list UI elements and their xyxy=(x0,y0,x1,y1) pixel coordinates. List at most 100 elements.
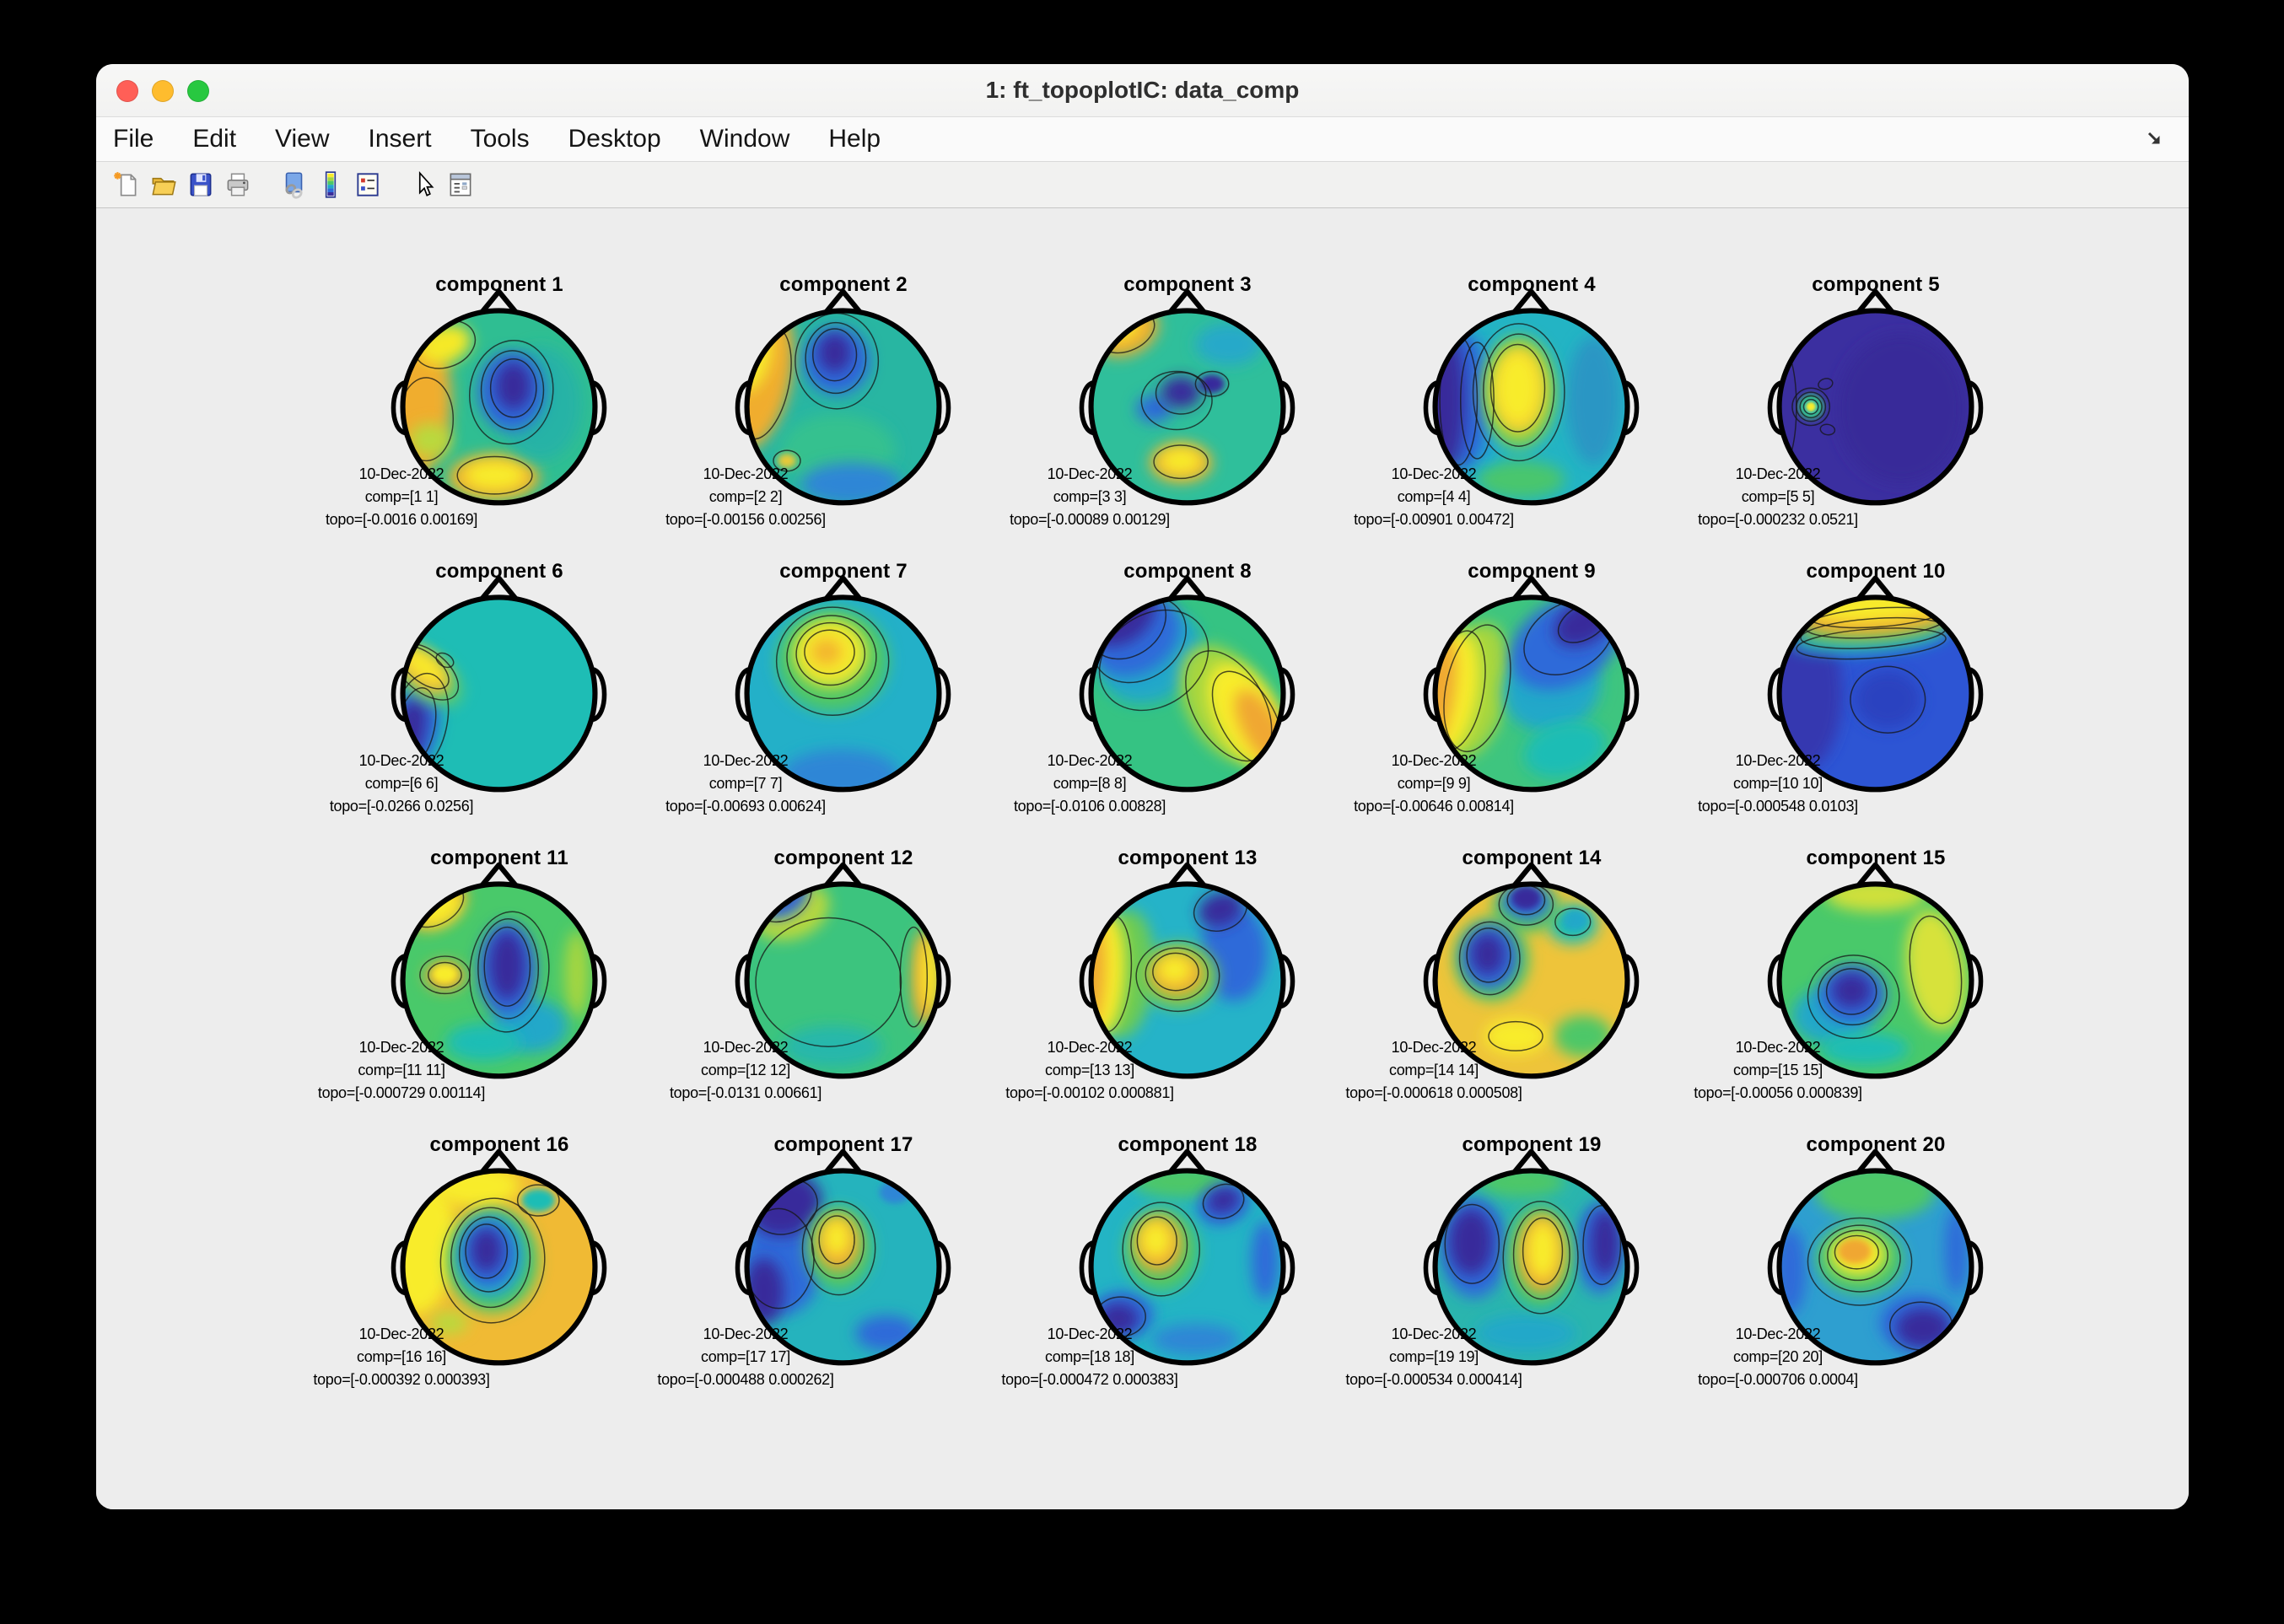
component-cell: component 16 10-Dec-2022 comp=[16 16] topo=… xyxy=(313,1124,671,1411)
annotation-date: 10-Dec-2022 xyxy=(1047,1039,1133,1056)
annotation-date: 10-Dec-2022 xyxy=(358,465,444,482)
title-bar[interactable]: 1: ft_topoplotIC: data_comp xyxy=(96,64,2189,117)
topoplot-head xyxy=(1079,288,1296,506)
annotation-date: 10-Dec-2022 xyxy=(1391,465,1477,482)
component-cell: component 17 10-Dec-2022 comp=[17 17] topo=… xyxy=(657,1124,1015,1411)
matlab-figure-window: 1: ft_topoplotIC: data_comp File Edit View… xyxy=(96,64,2189,1509)
component-annotation: 10-Dec-2022 comp=[4 4] topo=[-0.00901 0.00… xyxy=(1265,463,1603,531)
plot-browser-icon[interactable] xyxy=(442,166,479,203)
annotation-date: 10-Dec-2022 xyxy=(358,1039,444,1056)
topoplot-head xyxy=(391,288,607,506)
component-cell: component 6 10-Dec-2022 comp=[6 6] topo=[-0… xyxy=(327,551,671,837)
annotation-date: 10-Dec-2022 xyxy=(358,752,444,769)
annotation-date: 10-Dec-2022 xyxy=(1391,1039,1477,1056)
annotation-date: 10-Dec-2022 xyxy=(703,1326,789,1342)
annotation-date: 10-Dec-2022 xyxy=(1047,465,1133,482)
topoplot-head xyxy=(735,575,951,793)
component-cell: component 4 10-Dec-2022 comp=[4 4] topo=[-0… xyxy=(1354,264,1704,551)
annotation-comp: comp=[15 15] xyxy=(1733,1062,1823,1078)
annotation-topo: topo=[-0.000392 0.000393] xyxy=(313,1371,490,1388)
annotation-topo: topo=[-0.00646 0.00814] xyxy=(1354,798,1514,815)
dock-figure-icon[interactable] xyxy=(2145,129,2167,151)
new-figure-icon[interactable] xyxy=(108,166,145,203)
annotation-topo: topo=[-0.000488 0.000262] xyxy=(657,1371,834,1388)
annotation-topo: topo=[-0.0266 0.0256] xyxy=(329,798,474,815)
annotation-date: 10-Dec-2022 xyxy=(1735,752,1821,769)
annotation-topo: topo=[-0.00156 0.00256] xyxy=(665,511,826,528)
menu-bar: File Edit View Insert Tools Desktop Window Help xyxy=(96,117,2189,162)
component-annotation: 10-Dec-2022 comp=[3 3] topo=[-0.00089 0.00… xyxy=(921,463,1258,531)
annotation-topo: topo=[-0.0016 0.00169] xyxy=(325,511,478,528)
annotation-date: 10-Dec-2022 xyxy=(1735,465,1821,482)
topoplot-head xyxy=(391,1148,607,1366)
component-cell: component 20 10-Dec-2022 comp=[20 20] topo=… xyxy=(1698,1124,2048,1411)
annotation-topo: topo=[-0.00089 0.00129] xyxy=(1010,511,1170,528)
annotation-date: 10-Dec-2022 xyxy=(1391,752,1477,769)
topoplot-head xyxy=(1767,575,1984,793)
component-cell: component 11 10-Dec-2022 comp=[11 11] topo=… xyxy=(318,837,671,1124)
menu-tools[interactable]: Tools xyxy=(470,125,530,153)
component-annotation: 10-Dec-2022 comp=[10 10] topo=[-0.000548 0… xyxy=(1609,750,1947,818)
component-cell: component 3 10-Dec-2022 comp=[3 3] topo=[-0… xyxy=(1010,264,1360,551)
menu-file[interactable]: File xyxy=(113,125,154,153)
topoplot-head xyxy=(1767,288,1984,506)
component-cell: component 18 10-Dec-2022 comp=[18 18] topo=… xyxy=(1001,1124,1360,1411)
annotation-comp: comp=[9 9] xyxy=(1397,775,1471,792)
edit-plot-icon[interactable] xyxy=(405,166,442,203)
component-annotation: 10-Dec-2022 comp=[20 20] topo=[-0.000706 0… xyxy=(1609,1323,1947,1391)
menu-insert[interactable]: Insert xyxy=(368,125,432,153)
annotation-topo: topo=[-0.00693 0.00624] xyxy=(665,798,826,815)
minimize-button[interactable] xyxy=(152,80,174,102)
component-cell: component 5 10-Dec-2022 comp=[5 5] topo=[-0… xyxy=(1698,264,2048,551)
annotation-comp: comp=[18 18] xyxy=(1045,1348,1134,1365)
topoplot-head xyxy=(391,862,607,1079)
annotation-date: 10-Dec-2022 xyxy=(1047,752,1133,769)
menu-desktop[interactable]: Desktop xyxy=(568,125,661,153)
topoplot-head xyxy=(391,575,607,793)
topoplot-head xyxy=(1079,862,1296,1079)
annotation-comp: comp=[20 20] xyxy=(1733,1348,1823,1365)
annotation-date: 10-Dec-2022 xyxy=(703,465,789,482)
topoplot-head xyxy=(1079,1148,1296,1366)
topoplot-head xyxy=(735,1148,951,1366)
annotation-comp: comp=[13 13] xyxy=(1045,1062,1134,1078)
annotation-comp: comp=[6 6] xyxy=(364,775,439,792)
annotation-comp: comp=[5 5] xyxy=(1741,488,1815,505)
annotation-date: 10-Dec-2022 xyxy=(703,1039,789,1056)
annotation-comp: comp=[3 3] xyxy=(1053,488,1127,505)
component-annotation: 10-Dec-2022 comp=[17 17] topo=[-0.000488 0… xyxy=(577,1323,914,1391)
annotation-comp: comp=[8 8] xyxy=(1053,775,1127,792)
component-annotation: 10-Dec-2022 comp=[16 16] topo=[-0.000392 0… xyxy=(233,1323,570,1391)
annotation-topo: topo=[-0.000472 0.000383] xyxy=(1001,1371,1178,1388)
menu-help[interactable]: Help xyxy=(828,125,881,153)
menu-view[interactable]: View xyxy=(275,125,330,153)
component-annotation: 10-Dec-2022 comp=[11 11] topo=[-0.000729 0… xyxy=(233,1036,570,1105)
save-figure-icon[interactable] xyxy=(182,166,219,203)
annotation-comp: comp=[4 4] xyxy=(1397,488,1471,505)
annotation-date: 10-Dec-2022 xyxy=(1735,1039,1821,1056)
close-button[interactable] xyxy=(116,80,138,102)
topoplot-head xyxy=(1423,1148,1640,1366)
insert-legend-icon[interactable] xyxy=(349,166,386,203)
annotation-topo: topo=[-0.00056 0.000839] xyxy=(1694,1084,1862,1101)
annotation-topo: topo=[-0.000729 0.00114] xyxy=(317,1084,486,1101)
component-annotation: 10-Dec-2022 comp=[12 12] topo=[-0.0131 0.0… xyxy=(577,1036,914,1105)
insert-colorbar-icon[interactable] xyxy=(312,166,349,203)
topoplot-head xyxy=(1767,862,1984,1079)
annotation-date: 10-Dec-2022 xyxy=(1735,1326,1821,1342)
annotation-comp: comp=[10 10] xyxy=(1733,775,1823,792)
annotation-comp: comp=[2 2] xyxy=(708,488,783,505)
component-cell: component 1 10-Dec-2022 comp=[1 1] topo=[-0… xyxy=(326,264,671,551)
link-plot-icon[interactable] xyxy=(275,166,312,203)
component-cell: component 14 10-Dec-2022 comp=[14 14] topo=… xyxy=(1345,837,1704,1124)
zoom-button[interactable] xyxy=(187,80,209,102)
menu-edit[interactable]: Edit xyxy=(192,125,237,153)
component-cell: component 15 10-Dec-2022 comp=[15 15] topo=… xyxy=(1694,837,2048,1124)
topoplot-head xyxy=(1423,575,1640,793)
annotation-comp: comp=[16 16] xyxy=(357,1348,446,1365)
open-file-icon[interactable] xyxy=(145,166,182,203)
figure-canvas: component 1 10-Dec-2022 comp=[1 1] topo=[-0… xyxy=(96,208,2189,1509)
print-figure-icon[interactable] xyxy=(219,166,256,203)
annotation-date: 10-Dec-2022 xyxy=(1047,1326,1133,1342)
menu-window[interactable]: Window xyxy=(699,125,790,153)
